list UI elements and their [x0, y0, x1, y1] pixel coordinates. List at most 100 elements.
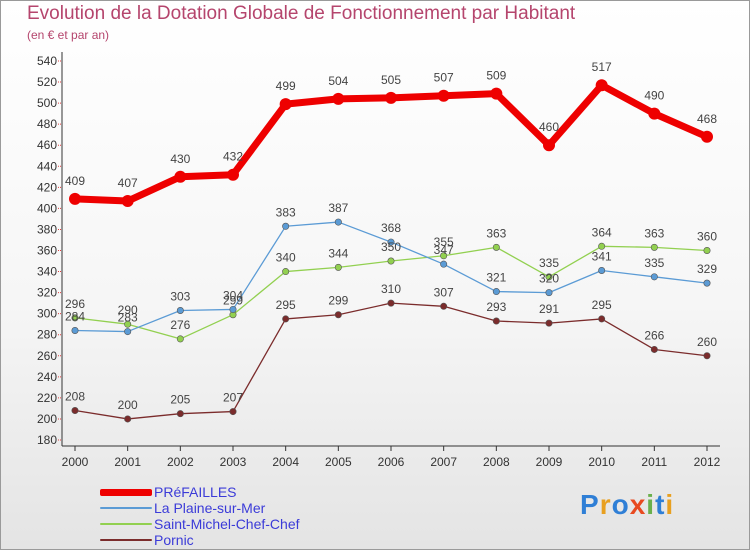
data-label: 299 — [223, 294, 243, 308]
data-point — [387, 257, 395, 265]
data-label: 291 — [539, 302, 559, 316]
data-point — [387, 238, 395, 246]
data-label: 266 — [644, 328, 664, 342]
data-point — [492, 288, 500, 296]
x-tick-label: 2003 — [220, 455, 247, 469]
data-label: 321 — [486, 271, 506, 285]
data-label: 335 — [539, 256, 559, 270]
legend-label: La Plaine-sur-Mer — [154, 500, 266, 516]
legend-label: PRéFAILLES — [154, 484, 237, 500]
data-label: 307 — [434, 285, 454, 299]
x-tick-label: 2010 — [588, 455, 615, 469]
data-point — [648, 107, 661, 120]
logo-letter: P — [580, 489, 600, 520]
x-tick-label: 2009 — [536, 455, 563, 469]
x-tick-label: 2005 — [325, 455, 352, 469]
data-label: 509 — [486, 69, 506, 83]
logo-letter: o — [611, 489, 630, 520]
x-tick-label: 2000 — [62, 455, 89, 469]
data-point — [598, 242, 606, 250]
data-label: 505 — [381, 73, 401, 87]
chart-title: Evolution de la Dotation Globale de Fonc… — [27, 3, 576, 24]
legend-swatch — [100, 507, 152, 509]
logo-letter: i — [646, 489, 656, 520]
data-point — [282, 268, 290, 276]
data-label: 355 — [434, 235, 454, 249]
data-point — [124, 328, 132, 336]
x-tick-label: 2004 — [272, 455, 299, 469]
data-label: 290 — [118, 303, 138, 317]
data-label: 430 — [170, 152, 190, 166]
x-tick-label: 2011 — [641, 455, 667, 469]
y-tick-label: 540 — [37, 54, 57, 68]
y-tick-label: 400 — [37, 201, 57, 215]
x-tick-label: 2002 — [167, 455, 194, 469]
data-label: 364 — [592, 225, 612, 239]
data-point — [71, 407, 79, 415]
data-label: 340 — [276, 251, 296, 265]
data-label: 303 — [170, 290, 190, 304]
data-label: 208 — [65, 390, 85, 404]
y-tick-label: 180 — [37, 433, 57, 447]
data-point — [545, 319, 553, 327]
y-tick-label: 300 — [37, 307, 57, 321]
y-tick-label: 240 — [37, 370, 57, 384]
legend-label: Pornic — [154, 532, 194, 548]
data-label: 329 — [697, 262, 717, 276]
data-label: 293 — [486, 300, 506, 314]
y-tick-label: 440 — [37, 159, 57, 173]
data-point — [545, 289, 553, 297]
proxiti-logo: Proxiti — [580, 489, 674, 521]
data-label: 260 — [697, 335, 717, 349]
data-label: 304 — [223, 288, 243, 302]
data-point — [71, 314, 79, 322]
data-label: 504 — [328, 74, 348, 88]
data-label: 335 — [644, 256, 664, 270]
data-point — [124, 415, 132, 423]
data-point — [650, 345, 658, 353]
y-tick-label: 360 — [37, 244, 57, 258]
data-label: 468 — [697, 112, 717, 126]
data-label: 310 — [381, 282, 401, 296]
data-point — [229, 408, 237, 416]
data-label: 407 — [118, 176, 138, 190]
logo-letter: r — [599, 489, 612, 520]
data-label: 344 — [328, 246, 348, 260]
x-tick-label: 2008 — [483, 455, 510, 469]
data-point — [229, 305, 237, 313]
legend-swatch — [100, 523, 152, 525]
data-label: 499 — [276, 79, 296, 93]
data-point — [703, 279, 711, 287]
data-point — [71, 327, 79, 335]
y-tick-label: 340 — [37, 265, 57, 279]
data-point — [440, 260, 448, 268]
data-point — [334, 311, 342, 319]
legend-swatch — [100, 489, 152, 496]
x-tick-label: 2012 — [694, 455, 721, 469]
legend-swatch — [100, 539, 152, 541]
data-point — [69, 192, 81, 205]
data-point — [490, 87, 503, 100]
data-point — [650, 273, 658, 281]
data-label: 299 — [328, 294, 348, 308]
data-point — [440, 302, 448, 310]
y-tick-label: 260 — [37, 349, 57, 363]
data-label: 295 — [276, 298, 296, 312]
x-tick-label: 2007 — [430, 455, 457, 469]
data-label: 517 — [592, 60, 612, 74]
data-label: 507 — [434, 71, 454, 85]
data-point — [703, 352, 711, 360]
data-label: 347 — [434, 243, 454, 257]
y-tick-label: 520 — [37, 75, 57, 89]
data-label: 205 — [170, 393, 190, 407]
y-tick-label: 480 — [37, 117, 57, 131]
data-label: 284 — [65, 310, 85, 324]
y-tick-label: 220 — [37, 391, 57, 405]
y-tick-label: 460 — [37, 138, 57, 152]
data-point — [545, 273, 553, 281]
data-point — [543, 139, 555, 152]
data-point — [334, 263, 342, 271]
data-point — [227, 168, 239, 181]
data-point — [650, 243, 658, 251]
